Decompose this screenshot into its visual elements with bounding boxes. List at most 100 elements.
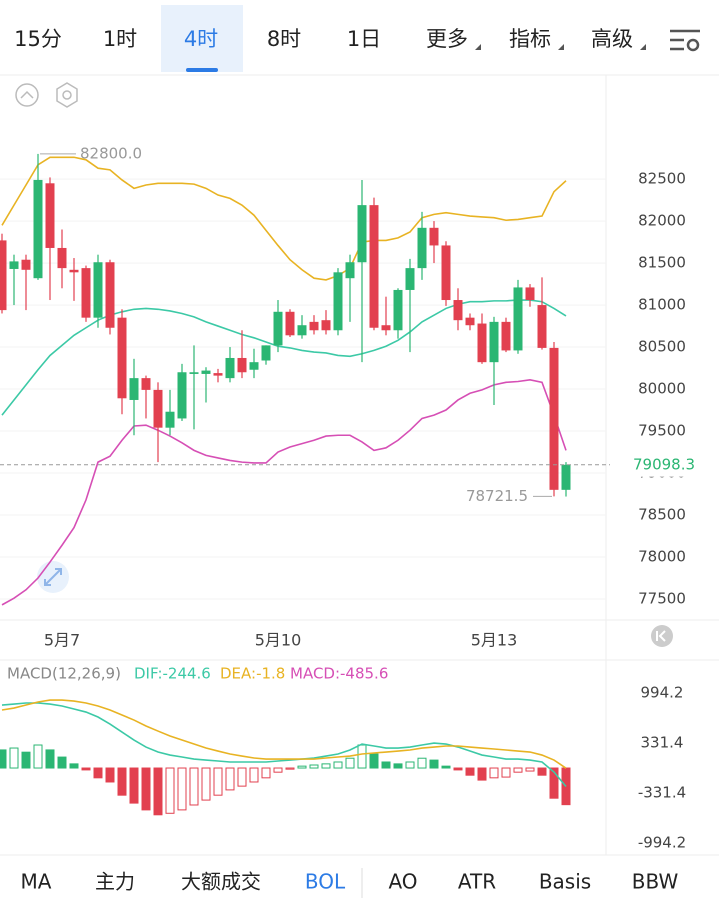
indicator-tab[interactable]: 大额成交 bbox=[181, 870, 261, 894]
candle-body bbox=[525, 287, 535, 301]
settings-icon[interactable] bbox=[670, 29, 700, 52]
timeframe-tab[interactable]: 1时 bbox=[103, 27, 137, 51]
timeframe-tab[interactable]: 8时 bbox=[267, 27, 301, 51]
candle-body bbox=[561, 464, 571, 490]
macd-bar bbox=[453, 767, 463, 771]
macd-bar bbox=[405, 761, 415, 769]
candle-body bbox=[465, 317, 475, 326]
macd-bar bbox=[117, 767, 127, 796]
macd-bar bbox=[261, 767, 271, 779]
macd-bar bbox=[393, 763, 403, 769]
candle-body bbox=[177, 372, 187, 419]
menu-tab[interactable]: 高级 bbox=[591, 27, 633, 51]
y-tick-label: -331.4 bbox=[638, 784, 686, 802]
high-label: 82800.0 bbox=[80, 144, 142, 162]
macd-bar bbox=[189, 767, 199, 806]
macd-bar bbox=[141, 767, 151, 811]
y-tick-label: 82500 bbox=[638, 170, 686, 188]
menu-tab[interactable]: 更多 bbox=[426, 27, 468, 51]
macd-bar bbox=[537, 767, 547, 776]
candle-body bbox=[513, 287, 523, 351]
timeframe-tab[interactable]: 4时 bbox=[184, 27, 218, 51]
macd-bar bbox=[369, 753, 379, 769]
macd-bar bbox=[357, 744, 367, 769]
y-tick-label: 994.2 bbox=[641, 684, 684, 702]
hexagon-icon[interactable] bbox=[56, 82, 78, 108]
candle-body bbox=[297, 325, 307, 336]
active-tab-bg bbox=[161, 5, 243, 72]
macd-bar bbox=[465, 767, 475, 776]
jump-latest-icon[interactable] bbox=[651, 625, 673, 647]
macd-bar bbox=[93, 767, 103, 779]
candle-body bbox=[237, 357, 247, 373]
indicator-tab[interactable]: MA bbox=[21, 870, 52, 894]
candle-body bbox=[309, 321, 319, 331]
x-tick-label: 5月13 bbox=[471, 631, 518, 650]
timeframe-tab[interactable]: 1日 bbox=[347, 27, 381, 51]
y-tick-label: 78000 bbox=[638, 548, 686, 566]
timeframe-tab[interactable]: 15分 bbox=[14, 27, 62, 51]
y-tick-label: 80500 bbox=[638, 338, 686, 356]
candle-body bbox=[9, 261, 19, 269]
indicator-tab[interactable]: ATR bbox=[458, 870, 496, 894]
candle-body bbox=[321, 320, 331, 331]
candle-body bbox=[357, 205, 367, 263]
macd-bar bbox=[321, 763, 331, 769]
active-tab-underline bbox=[186, 68, 218, 72]
indicator-tab[interactable]: AO bbox=[388, 870, 417, 894]
candle-body bbox=[333, 272, 343, 331]
expand-icon[interactable] bbox=[37, 561, 69, 593]
y-tick-label: 331.4 bbox=[641, 734, 684, 752]
candle-body bbox=[201, 370, 211, 374]
candle-body bbox=[225, 357, 235, 379]
candle-body bbox=[0, 240, 7, 311]
candle-body bbox=[33, 179, 43, 279]
indicator-tab[interactable]: 主力 bbox=[95, 870, 135, 894]
candle-body bbox=[213, 373, 223, 376]
candle-body bbox=[345, 262, 355, 279]
candle-body bbox=[393, 289, 403, 331]
macd-bar bbox=[105, 767, 115, 783]
macd-bar bbox=[21, 751, 31, 769]
y-tick-label: 81000 bbox=[638, 296, 686, 314]
macd-bar bbox=[525, 767, 535, 772]
macd-bar bbox=[45, 749, 55, 769]
candle-body bbox=[93, 262, 103, 318]
candle-body bbox=[141, 378, 151, 390]
indicator-tab[interactable]: BOL bbox=[305, 870, 346, 894]
band-line bbox=[1, 379, 567, 606]
macd-bar bbox=[81, 767, 91, 771]
candle-body bbox=[129, 378, 139, 400]
indicator-tab[interactable]: BBW bbox=[632, 870, 679, 894]
macd-bar bbox=[237, 767, 247, 787]
candle-body bbox=[57, 247, 67, 269]
candle-body bbox=[105, 262, 115, 328]
macd-bar bbox=[549, 767, 559, 799]
y-tick-label: 81500 bbox=[638, 254, 686, 272]
macd-bar bbox=[273, 767, 283, 773]
collapse-icon[interactable] bbox=[15, 83, 39, 107]
x-tick-label: 5月10 bbox=[255, 631, 302, 650]
macd-bar bbox=[489, 767, 499, 779]
candle-body bbox=[381, 325, 391, 331]
candle-body bbox=[501, 321, 511, 351]
macd-bar bbox=[165, 767, 175, 814]
macd-bar bbox=[0, 749, 7, 769]
candle-body bbox=[81, 268, 91, 318]
macd-bar bbox=[309, 764, 319, 769]
y-tick-label: -994.2 bbox=[638, 834, 686, 852]
macd-bar bbox=[429, 759, 439, 769]
candle-body bbox=[489, 321, 499, 363]
low-label: 78721.5 bbox=[466, 487, 528, 505]
macd-bar bbox=[381, 761, 391, 769]
candle-body bbox=[69, 269, 79, 273]
menu-tab[interactable]: 指标 bbox=[509, 27, 551, 51]
y-tick-label: 78500 bbox=[638, 506, 686, 524]
macd-bar bbox=[297, 765, 307, 769]
candle-body bbox=[165, 411, 175, 428]
macd-bar bbox=[513, 767, 523, 773]
indicator-tab[interactable]: Basis bbox=[539, 870, 591, 894]
macd-bar bbox=[177, 767, 187, 811]
macd-bar bbox=[129, 767, 139, 804]
